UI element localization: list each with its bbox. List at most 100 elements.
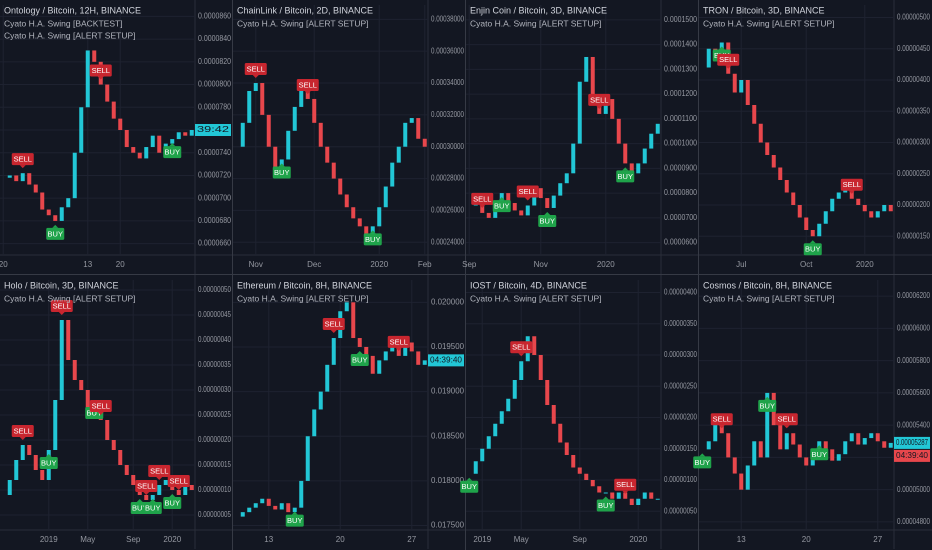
candle (765, 392, 770, 458)
price-tag-label: 04:39:40 (896, 451, 929, 460)
y-tick-label: 0.00024000 (431, 237, 464, 246)
candle (545, 380, 550, 405)
candle (752, 105, 757, 124)
signal-badge (810, 448, 829, 461)
candle (571, 455, 576, 468)
signal-badge (148, 465, 171, 477)
signal-pointer (330, 330, 337, 334)
candle (240, 512, 245, 517)
x-tick-label: May (80, 535, 95, 544)
candle (493, 207, 498, 218)
signal-badge (11, 153, 34, 166)
signal-label: BUY (87, 408, 102, 417)
candle (286, 503, 291, 513)
y-tick-label: 0.00000300 (897, 138, 930, 147)
signal-label: SELL (713, 415, 731, 424)
candle (752, 441, 757, 466)
candle (817, 223, 822, 237)
signal-label: SELL (512, 343, 530, 352)
candle (85, 390, 90, 410)
candle (344, 194, 349, 208)
candle (655, 498, 660, 500)
candle (53, 400, 58, 450)
candle (571, 143, 576, 174)
candle (27, 173, 32, 185)
signal-badge (163, 497, 182, 509)
candle (473, 461, 478, 474)
candle (538, 355, 543, 380)
candle (183, 485, 188, 495)
y-tick-label: 0.00000150 (897, 231, 930, 240)
candle (144, 147, 149, 159)
y-tick-label: 0.00000400 (664, 288, 697, 297)
candle (797, 205, 802, 218)
signal-label: SELL (170, 476, 188, 485)
candle (732, 73, 737, 93)
candle (338, 178, 343, 195)
y-tick-label: 0.0000780 (198, 102, 231, 111)
signal-label: SELL (473, 194, 491, 203)
candle (157, 135, 162, 153)
signal-pointer (718, 46, 725, 50)
candle (370, 226, 375, 235)
signal-badge (693, 456, 712, 469)
candle (396, 346, 401, 356)
signal-pointer (156, 477, 163, 480)
candle (79, 380, 84, 390)
candle (836, 192, 841, 199)
candle (131, 475, 136, 485)
y-tick-label: 0.0001000 (664, 139, 697, 148)
candle (603, 492, 608, 494)
y-tick-label: 0.00000350 (897, 106, 930, 115)
candle (623, 492, 628, 499)
signal-badge (840, 178, 863, 191)
signal-pointer (97, 76, 104, 80)
chart-title: ChainLink / Bitcoin, 2D, BINANCE (237, 5, 373, 15)
signal-label: SELL (590, 95, 608, 104)
signal-pointer (764, 396, 771, 400)
y-tick-label: 0.00000045 (198, 310, 231, 319)
candle (305, 436, 310, 481)
candle (403, 122, 408, 147)
candle (266, 114, 271, 147)
x-tick-label: 27 (407, 535, 416, 544)
signal-badge (516, 185, 539, 198)
candle (312, 409, 317, 437)
candle (713, 417, 718, 442)
signal-badge (775, 413, 798, 426)
y-tick-label: 0.00000035 (198, 360, 231, 369)
candle (616, 118, 621, 144)
candle (590, 56, 595, 95)
candle (739, 473, 744, 490)
candle (486, 212, 491, 218)
candle (836, 454, 841, 461)
y-tick-label: 0.017500 (431, 521, 465, 530)
signal-pointer (544, 211, 551, 215)
signal-badge (803, 243, 822, 256)
candle (577, 467, 582, 474)
candle (383, 351, 388, 361)
candle (331, 162, 336, 179)
candle (253, 503, 258, 508)
candle (856, 198, 861, 205)
signal-pointer (149, 499, 156, 502)
candle (20, 445, 25, 460)
signal-pointer (699, 453, 706, 457)
y-tick-label: 0.0000680 (198, 216, 231, 225)
candle (72, 152, 77, 199)
candle (584, 56, 589, 82)
y-tick-label: 0.00000150 (664, 444, 697, 453)
x-tick-label: 13 (737, 535, 746, 544)
candle (532, 336, 537, 355)
candle (325, 364, 330, 392)
x-tick-label: Feb (418, 260, 432, 269)
chart-subtitle: Cyato H.A. Swing [ALERT SETUP] (237, 293, 368, 303)
y-tick-label: 0.00000100 (664, 475, 697, 484)
signal-label: BUY (165, 498, 180, 507)
signal-pointer (58, 312, 65, 315)
y-tick-label: 0.0000820 (198, 57, 231, 66)
candle (170, 139, 175, 144)
y-tick-label: 0.00000010 (198, 485, 231, 494)
x-tick-label: 2020 (370, 260, 388, 269)
signal-pointer (19, 437, 26, 440)
